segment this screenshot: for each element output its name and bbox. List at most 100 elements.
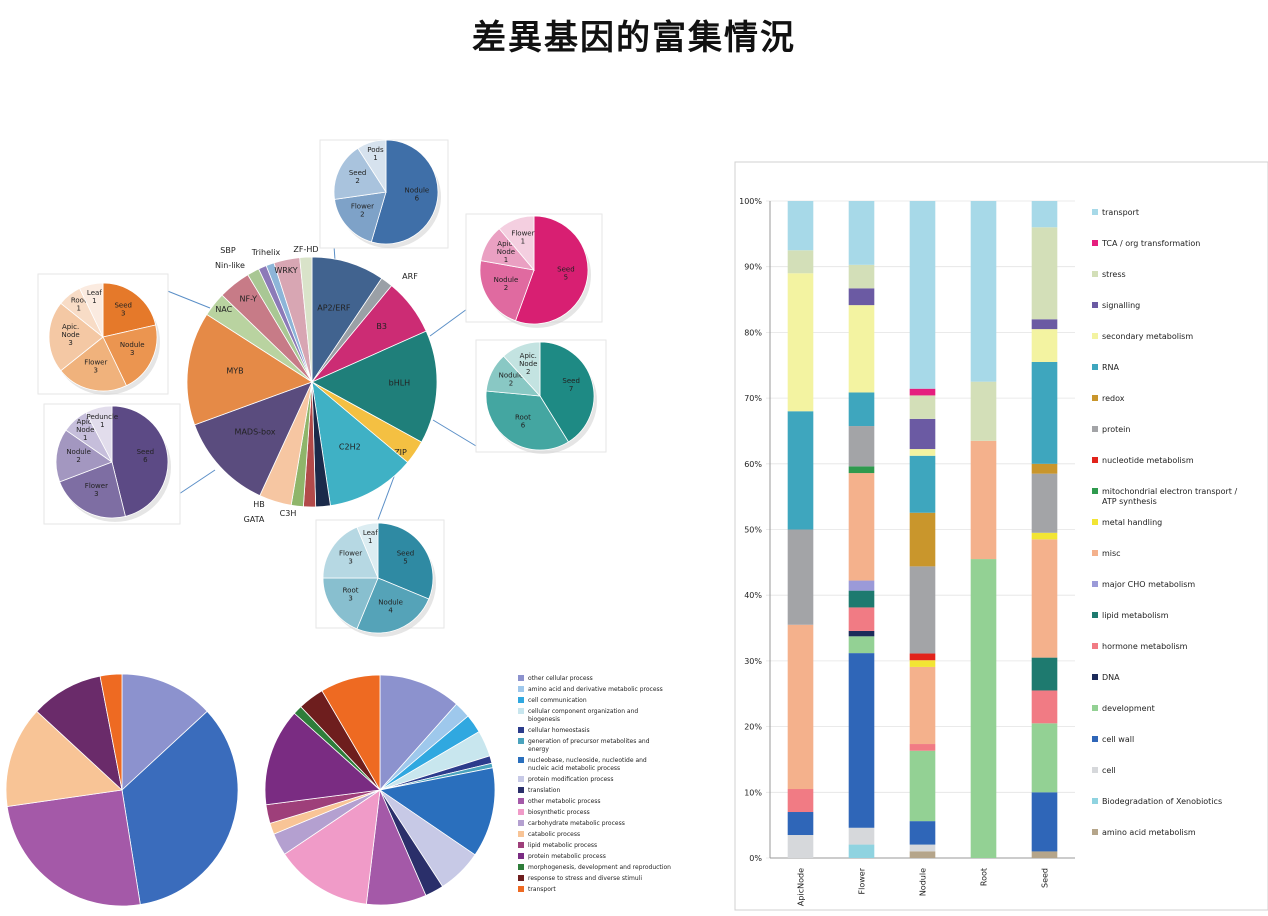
slice-label: Seed 3: [114, 302, 132, 318]
x-tick-label: Nodule: [919, 868, 928, 896]
bar-segment: [787, 529, 814, 625]
slice-label: C2H2: [339, 443, 361, 452]
pie-slice: [6, 789, 141, 907]
legend-label: metal handling: [1102, 518, 1162, 527]
bar-segment: [1031, 532, 1058, 540]
slice-label: Leaf 1: [87, 289, 102, 305]
pie-slice: [102, 282, 157, 338]
bar-segment: [909, 201, 936, 389]
slice-label: SBP: [220, 246, 236, 255]
y-tick-label: 30%: [744, 657, 762, 666]
bar-segment: [848, 590, 875, 608]
legend-label: amino acid and derivative metabolic proc…: [528, 686, 663, 693]
bar-segment: [970, 559, 997, 858]
pie-slice: [377, 522, 434, 600]
pie-slice: [485, 390, 569, 451]
slice-label: MADS-box: [235, 428, 276, 437]
legend-label: stress: [1102, 270, 1126, 279]
pie-slice: [5, 710, 123, 807]
legend-label: catabolic process: [528, 831, 580, 838]
slice-label: Pods 1: [367, 146, 384, 162]
legend-label: major CHO metabolism: [1102, 580, 1195, 589]
legend-label: protein: [1102, 425, 1130, 434]
legend-swatch: [1092, 612, 1098, 618]
bar-segment: [909, 455, 936, 513]
pie-slice: [357, 139, 387, 194]
bar-segment: [1031, 463, 1058, 474]
slice-label: Seed 7: [562, 377, 580, 393]
bar-segment: [848, 607, 875, 631]
bar-segment: [787, 250, 814, 274]
legend-label: protein metabolic process: [528, 853, 606, 860]
y-tick-label: 0%: [749, 854, 762, 863]
legend-swatch: [518, 727, 524, 733]
bar-segment: [909, 844, 936, 852]
pie-slice: [356, 522, 379, 579]
legend-label: generation of precursor metabolites and e…: [528, 738, 650, 753]
x-tick-label: Seed: [1041, 868, 1050, 888]
bar-segment: [909, 744, 936, 751]
slice-label: Seed 5: [397, 550, 415, 566]
legend-label: cell communication: [528, 697, 587, 704]
bar-segment: [909, 418, 936, 450]
bar-segment: [909, 851, 936, 858]
pie-slice: [379, 674, 458, 792]
legend-swatch: [518, 776, 524, 782]
pie-slice: [503, 341, 541, 398]
pie-slice: [334, 191, 387, 243]
bar-segment: [1031, 473, 1058, 533]
bar-segment: [848, 580, 875, 591]
legend-swatch: [1092, 271, 1098, 277]
slice-label: GATA: [244, 515, 265, 524]
legend-swatch: [1092, 674, 1098, 680]
legend-swatch: [518, 798, 524, 804]
bar-segment: [787, 812, 814, 836]
legend-label: cellular homeostasis: [528, 727, 590, 734]
bar-segment: [848, 426, 875, 467]
legend-swatch: [518, 886, 524, 892]
legend-swatch: [1092, 519, 1098, 525]
legend-swatch: [518, 842, 524, 848]
pie-slice: [111, 405, 169, 517]
slice-label: NF-Y: [240, 295, 258, 304]
y-tick-label: 100%: [739, 197, 762, 206]
x-tick-label: Flower: [858, 867, 867, 894]
slice-label: HB: [253, 500, 265, 509]
pie-slice: [539, 341, 595, 443]
slice-label: ZF-HD: [293, 245, 318, 254]
bar-segment: [909, 566, 936, 654]
bar-segment: [1031, 361, 1058, 464]
bar-segment: [909, 395, 936, 419]
slice-label: Nin-like: [215, 261, 245, 270]
bar-segment: [848, 264, 875, 289]
legend-swatch: [1092, 488, 1098, 494]
pie-slice: [36, 675, 123, 792]
bar-segment: [787, 411, 814, 530]
legend-label: secondary metabolism: [1102, 332, 1193, 341]
y-tick-label: 80%: [744, 328, 762, 337]
bar-segment: [1031, 690, 1058, 724]
legend-label: nucleobase, nucleoside, nucleotide and nu…: [528, 757, 647, 772]
bar-segment: [1031, 329, 1058, 362]
slice-label: Nodule 2: [499, 372, 524, 388]
legend-label: Biodegradation of Xenobiotics: [1102, 797, 1222, 806]
legend-label: cell: [1102, 766, 1116, 775]
y-tick-label: 60%: [744, 460, 762, 469]
pie-go_left: [5, 673, 239, 907]
bar-segment: [1031, 539, 1058, 658]
pie-slice: [370, 139, 439, 245]
bar-segment: [848, 653, 875, 828]
legend-swatch: [1092, 302, 1098, 308]
legend-swatch: [1092, 209, 1098, 215]
y-tick-label: 20%: [744, 723, 762, 732]
slice-label: Peduncle 1: [86, 413, 118, 429]
bar-segment: [970, 381, 997, 441]
legend-swatch: [1092, 426, 1098, 432]
legend-swatch: [518, 686, 524, 692]
slice-label: Flower 3: [85, 482, 108, 498]
slice-label: Nodule 4: [378, 598, 403, 614]
legend-swatch: [1092, 457, 1098, 463]
